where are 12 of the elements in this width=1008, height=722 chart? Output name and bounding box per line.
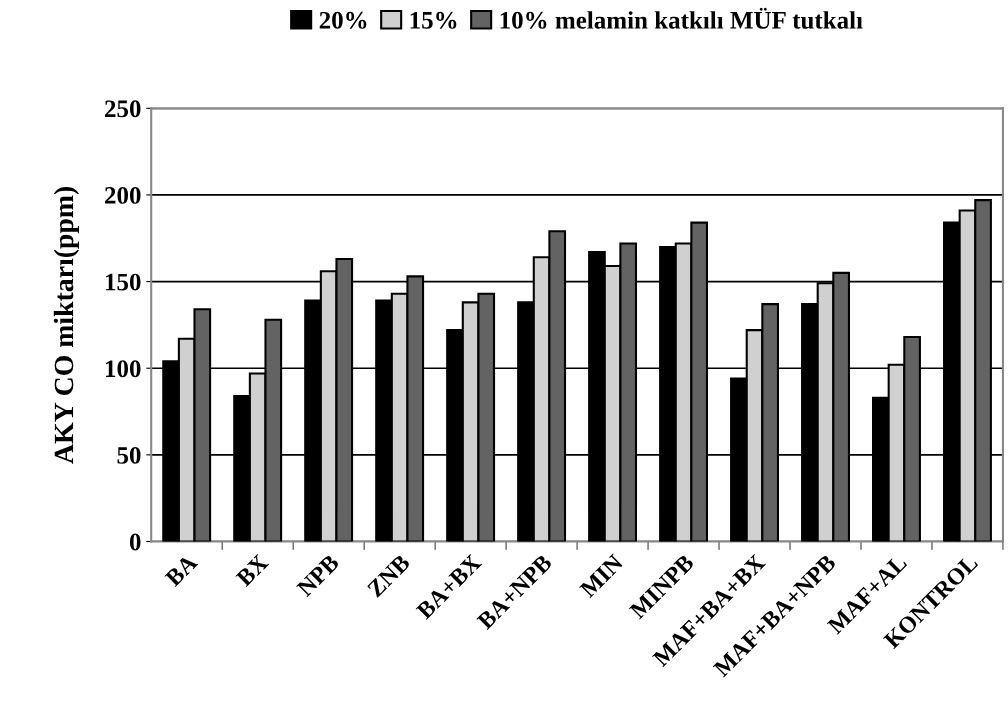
y-tick-label: 50 (117, 446, 141, 464)
y-tick-label: 150 (105, 273, 141, 291)
legend-label: 15% (410, 11, 457, 29)
y-tick-label: 0 (129, 533, 141, 551)
legend-label: 20% (319, 11, 367, 29)
y-tick-label: 100 (105, 360, 141, 378)
x-tick-label: BA (164, 553, 199, 588)
y-axis-title: AKY CO miktarı(ppm) (53, 186, 79, 464)
y-tick-label: 200 (105, 186, 141, 204)
y-tick-label: 250 (105, 100, 141, 118)
legend-label: 10% melamin katkılı MÜF tutkalı (500, 7, 863, 29)
x-tick-label: BX (235, 553, 270, 588)
